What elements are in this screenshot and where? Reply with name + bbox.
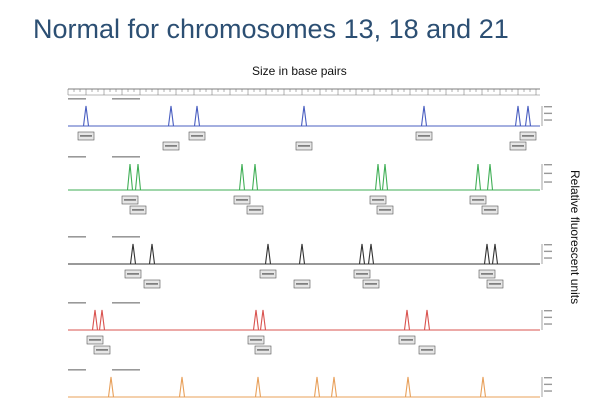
y-scale-label bbox=[544, 377, 552, 379]
y-axis-label: Relative fluorescent units bbox=[568, 170, 582, 305]
allele-label-text bbox=[96, 349, 108, 351]
trace-peak bbox=[524, 105, 532, 127]
trace-peak bbox=[474, 163, 482, 191]
allele-label-text bbox=[512, 145, 524, 147]
trace-peak bbox=[374, 163, 382, 191]
trace-peak bbox=[423, 309, 431, 331]
trace-peak bbox=[479, 376, 487, 398]
panel-header-text bbox=[68, 98, 86, 100]
trace-peak bbox=[367, 243, 375, 265]
trace-peak bbox=[134, 163, 142, 191]
panel-header-text bbox=[68, 156, 86, 158]
allele-label-text bbox=[132, 209, 144, 211]
allele-label-text bbox=[146, 283, 158, 285]
y-scale-label bbox=[544, 257, 552, 259]
y-scale-label bbox=[544, 316, 552, 319]
trace-peak bbox=[381, 163, 389, 191]
trace-peak bbox=[91, 309, 99, 331]
allele-label-text bbox=[165, 145, 177, 147]
trace-peak bbox=[300, 105, 308, 127]
allele-label-text bbox=[236, 199, 248, 201]
trace-peak bbox=[486, 163, 494, 191]
y-scale-label bbox=[544, 244, 552, 246]
allele-label-text bbox=[372, 199, 384, 201]
trace-peak bbox=[107, 376, 115, 398]
allele-label-text bbox=[127, 273, 139, 275]
trace-peak bbox=[82, 105, 90, 127]
y-scale-label bbox=[544, 112, 552, 115]
allele-label-text bbox=[489, 283, 501, 285]
panel-header-text bbox=[68, 302, 86, 304]
trace-peak bbox=[330, 376, 338, 398]
trace-peak bbox=[313, 376, 321, 398]
allele-label-text bbox=[298, 145, 310, 147]
trace-peak bbox=[514, 105, 522, 127]
panel-header-text bbox=[68, 369, 86, 371]
y-scale-label bbox=[544, 383, 552, 386]
allele-label-text bbox=[257, 349, 269, 351]
allele-label-text bbox=[379, 209, 391, 211]
trace-peak bbox=[167, 105, 175, 127]
allele-label-text bbox=[249, 209, 261, 211]
x-axis-label: Size in base pairs bbox=[252, 64, 347, 78]
y-scale-label bbox=[544, 390, 552, 392]
y-scale-label bbox=[544, 106, 552, 108]
allele-label-text bbox=[418, 135, 430, 137]
allele-label-text bbox=[80, 135, 92, 137]
trace-peak bbox=[252, 309, 260, 331]
slide-title: Normal for chromosomes 13, 18 and 21 bbox=[33, 14, 509, 44]
trace-peak bbox=[420, 105, 428, 127]
y-scale-label bbox=[544, 181, 552, 183]
allele-label-text bbox=[356, 273, 368, 275]
trace-peak bbox=[148, 243, 156, 265]
allele-label-text bbox=[365, 283, 377, 285]
allele-label-text bbox=[296, 283, 308, 285]
trace-peak bbox=[178, 376, 186, 398]
trace-peak bbox=[404, 376, 412, 398]
allele-label-text bbox=[472, 199, 484, 201]
trace-peak bbox=[358, 243, 366, 265]
trace-peak bbox=[251, 163, 259, 191]
panel-header-text bbox=[112, 156, 140, 158]
y-scale-label bbox=[544, 164, 552, 166]
allele-label-text bbox=[262, 273, 274, 275]
trace-peak bbox=[259, 309, 267, 331]
trace-peak bbox=[129, 243, 137, 265]
panel-header-text bbox=[112, 98, 140, 100]
trace-peak bbox=[238, 163, 246, 191]
allele-label-text bbox=[89, 339, 101, 341]
trace-peak bbox=[491, 243, 499, 265]
panel-header-text bbox=[112, 236, 140, 238]
allele-label-text bbox=[484, 209, 496, 211]
y-scale-label bbox=[544, 172, 552, 175]
panel-header-text bbox=[68, 236, 86, 238]
allele-label-text bbox=[421, 349, 433, 351]
trace-peak bbox=[298, 243, 306, 265]
y-scale-label bbox=[544, 310, 552, 312]
panel-header-text bbox=[112, 369, 140, 371]
y-scale-label bbox=[544, 119, 552, 121]
trace-peak bbox=[254, 376, 262, 398]
trace-peak bbox=[264, 243, 272, 265]
trace-peak bbox=[403, 309, 411, 331]
allele-label-text bbox=[401, 339, 413, 341]
trace-peak bbox=[193, 105, 201, 127]
trace-peak bbox=[126, 163, 134, 191]
trace-peak bbox=[98, 309, 106, 331]
allele-label-text bbox=[522, 135, 534, 137]
allele-label-text bbox=[191, 135, 203, 137]
allele-label-text bbox=[124, 199, 136, 201]
panel-header-text bbox=[112, 302, 140, 304]
y-scale-label bbox=[544, 250, 552, 253]
allele-label-text bbox=[481, 273, 493, 275]
y-scale-label bbox=[544, 323, 552, 325]
trace-peak bbox=[483, 243, 491, 265]
allele-label-text bbox=[250, 339, 262, 341]
